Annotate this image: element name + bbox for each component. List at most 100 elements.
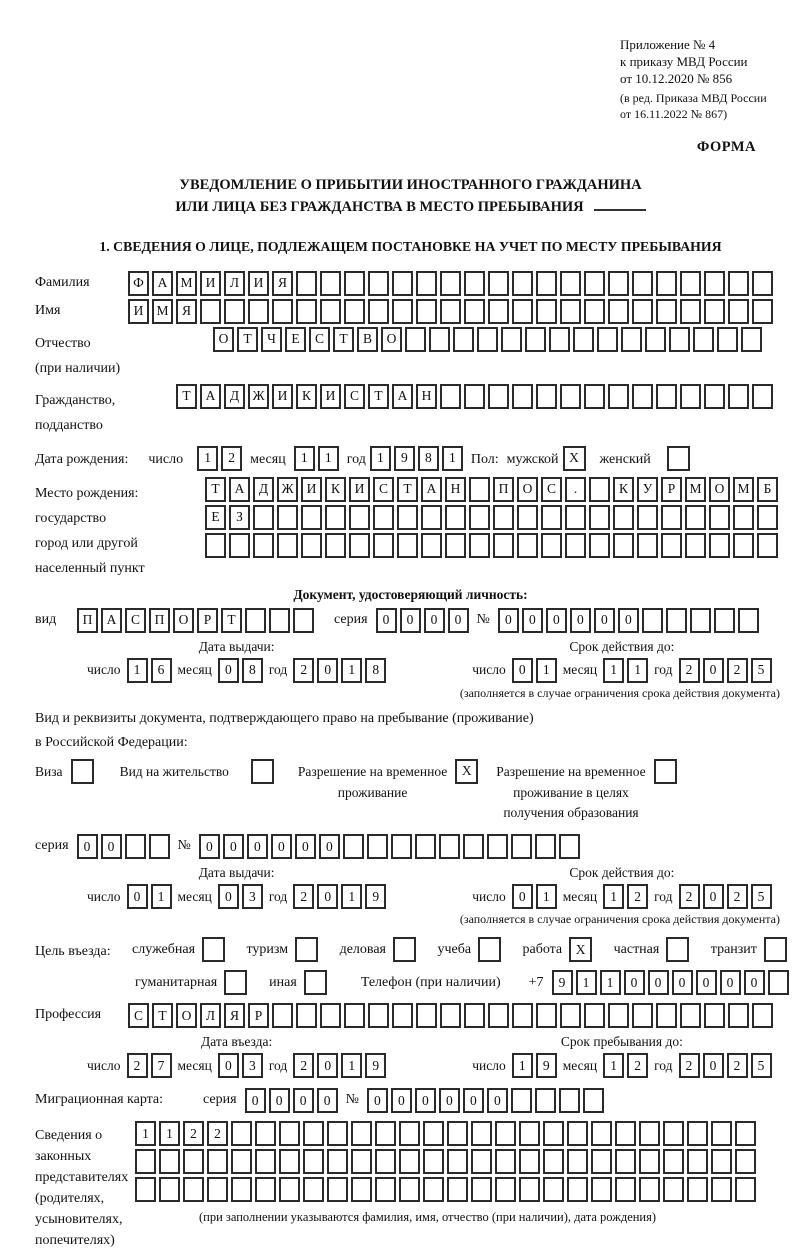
char-cell[interactable]: 0: [438, 1088, 460, 1114]
char-cell[interactable]: 1: [511, 1053, 533, 1079]
char-cell[interactable]: [717, 326, 738, 352]
char-cell[interactable]: 1: [535, 657, 557, 683]
char-cell[interactable]: 1: [599, 970, 621, 996]
char-cell[interactable]: [277, 532, 298, 558]
char-cell[interactable]: [429, 326, 450, 352]
char-cell[interactable]: [728, 270, 749, 296]
char-cell[interactable]: [582, 1088, 604, 1114]
char-cell[interactable]: 0: [317, 657, 339, 683]
char-cell[interactable]: 1: [341, 657, 363, 683]
char-cell[interactable]: [641, 607, 663, 633]
char-cell[interactable]: А: [421, 476, 442, 502]
char-cell[interactable]: Ч: [261, 326, 282, 352]
char-cell[interactable]: [704, 1003, 725, 1029]
char-cell[interactable]: [423, 1121, 444, 1147]
char-cell[interactable]: 3: [241, 884, 263, 910]
char-cell[interactable]: [159, 1149, 180, 1175]
char-cell[interactable]: 0: [100, 834, 122, 860]
char-cell[interactable]: 0: [647, 970, 669, 996]
char-cell[interactable]: [447, 1121, 468, 1147]
char-cell[interactable]: 9: [535, 1053, 557, 1079]
char-cell[interactable]: [728, 1003, 749, 1029]
char-cell[interactable]: А: [152, 270, 173, 296]
char-cell[interactable]: Т: [397, 476, 418, 502]
char-cell[interactable]: Д: [253, 476, 274, 502]
char-cell[interactable]: [392, 270, 413, 296]
purpose-work-checkbox[interactable]: X: [569, 937, 593, 963]
char-cell[interactable]: 2: [627, 1053, 649, 1079]
char-cell[interactable]: П: [77, 607, 98, 633]
char-cell[interactable]: [368, 298, 389, 324]
char-cell[interactable]: [279, 1121, 300, 1147]
char-cell[interactable]: [392, 298, 413, 324]
char-cell[interactable]: 7: [150, 1053, 172, 1079]
char-cell[interactable]: [438, 834, 460, 860]
char-cell[interactable]: [665, 607, 687, 633]
char-cell[interactable]: [560, 383, 581, 409]
char-cell[interactable]: [728, 298, 749, 324]
char-cell[interactable]: [687, 1177, 708, 1203]
char-cell[interactable]: [464, 270, 485, 296]
char-cell[interactable]: [296, 270, 317, 296]
char-cell[interactable]: [709, 532, 730, 558]
char-cell[interactable]: А: [392, 383, 413, 409]
char-cell[interactable]: [416, 270, 437, 296]
char-cell[interactable]: [615, 1177, 636, 1203]
char-cell[interactable]: [375, 1177, 396, 1203]
char-cell[interactable]: [255, 1121, 276, 1147]
char-cell[interactable]: И: [301, 476, 322, 502]
char-cell[interactable]: [159, 1177, 180, 1203]
char-cell[interactable]: Т: [221, 607, 242, 633]
char-cell[interactable]: В: [357, 326, 378, 352]
char-cell[interactable]: [135, 1177, 156, 1203]
char-cell[interactable]: И: [128, 298, 149, 324]
char-cell[interactable]: [519, 1149, 540, 1175]
char-cell[interactable]: [536, 270, 557, 296]
char-cell[interactable]: [327, 1177, 348, 1203]
char-cell[interactable]: [471, 1149, 492, 1175]
char-cell[interactable]: [517, 504, 538, 530]
char-cell[interactable]: [565, 532, 586, 558]
char-cell[interactable]: [423, 1149, 444, 1175]
purpose-private-checkbox[interactable]: [666, 937, 690, 963]
char-cell[interactable]: И: [248, 270, 269, 296]
char-cell[interactable]: [534, 834, 556, 860]
char-cell[interactable]: [689, 607, 711, 633]
char-cell[interactable]: [207, 1177, 228, 1203]
char-cell[interactable]: [447, 1149, 468, 1175]
char-cell[interactable]: 2: [293, 884, 315, 910]
char-cell[interactable]: 0: [217, 884, 239, 910]
char-cell[interactable]: [231, 1121, 252, 1147]
char-cell[interactable]: А: [200, 383, 221, 409]
char-cell[interactable]: 2: [678, 657, 700, 683]
char-cell[interactable]: [301, 532, 322, 558]
gender-female-checkbox[interactable]: [666, 445, 690, 471]
char-cell[interactable]: [296, 1003, 317, 1029]
char-cell[interactable]: [277, 504, 298, 530]
char-cell[interactable]: Т: [176, 383, 197, 409]
char-cell[interactable]: И: [200, 270, 221, 296]
char-cell[interactable]: [445, 504, 466, 530]
char-cell[interactable]: [462, 834, 484, 860]
char-cell[interactable]: 0: [719, 970, 741, 996]
char-cell[interactable]: [231, 1149, 252, 1175]
purpose-official-checkbox[interactable]: [202, 937, 226, 963]
char-cell[interactable]: О: [176, 1003, 197, 1029]
char-cell[interactable]: [471, 1177, 492, 1203]
char-cell[interactable]: 1: [341, 1053, 363, 1079]
char-cell[interactable]: [477, 326, 498, 352]
char-cell[interactable]: [124, 834, 146, 860]
char-cell[interactable]: [469, 476, 490, 502]
char-cell[interactable]: Я: [272, 270, 293, 296]
char-cell[interactable]: 1: [126, 657, 148, 683]
char-cell[interactable]: Б: [757, 476, 778, 502]
char-cell[interactable]: 1: [441, 445, 463, 471]
char-cell[interactable]: С: [125, 607, 146, 633]
char-cell[interactable]: [680, 383, 701, 409]
char-cell[interactable]: [621, 326, 642, 352]
char-cell[interactable]: 1: [341, 884, 363, 910]
char-cell[interactable]: [366, 834, 388, 860]
char-cell[interactable]: [397, 532, 418, 558]
char-cell[interactable]: 0: [414, 1088, 436, 1114]
char-cell[interactable]: [733, 504, 754, 530]
